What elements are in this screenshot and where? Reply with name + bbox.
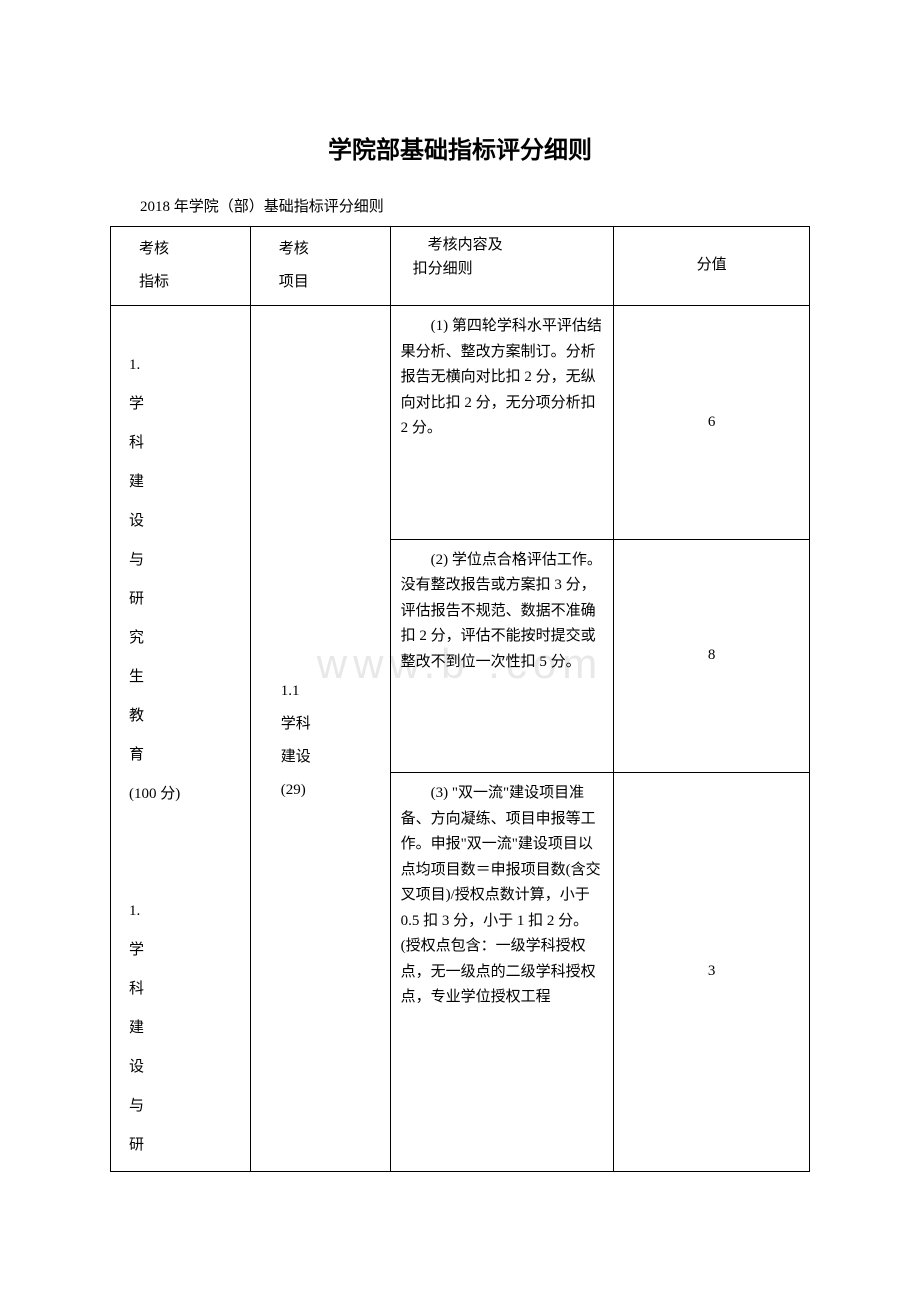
score-cell-2: 8 <box>614 539 810 773</box>
header-content: 考核内容及 扣分细则 <box>390 227 614 306</box>
header-content-l2: 扣分细则 <box>413 261 473 277</box>
page-title: 学院部基础指标评分细则 <box>110 130 810 165</box>
content-cell-1: (1) 第四轮学科水平评估结果分析、整改方案制订。分析报告无横向对比扣 2 分，… <box>390 306 614 540</box>
score-cell-1: 6 <box>614 306 810 540</box>
header-indicator: 考核 指标 <box>111 227 251 306</box>
indicator-cell: 1.学科建设与研究生教育(100 分)1.学科建设与研 <box>111 306 251 1172</box>
header-project: 考核 项目 <box>250 227 390 306</box>
header-project-l1: 考核 <box>279 241 309 257</box>
header-project-l2: 项目 <box>279 274 309 290</box>
project-cell: 1.1学科建设(29) <box>250 306 390 1172</box>
content-cell-2: (2) 学位点合格评估工作。没有整改报告或方案扣 3 分，评估报告不规范、数据不… <box>390 539 614 773</box>
page-subtitle: 2018 年学院（部）基础指标评分细则 <box>110 195 810 216</box>
header-indicator-l1: 考核 <box>139 241 169 257</box>
table-header-row: 考核 指标 考核 项目 考核内容及 扣分细则 分值 <box>111 227 810 306</box>
scoring-table: 考核 指标 考核 项目 考核内容及 扣分细则 分值 1.学科建设与研究生教育(1… <box>110 226 810 1172</box>
table-container: 考核 指标 考核 项目 考核内容及 扣分细则 分值 1.学科建设与研究生教育(1… <box>110 226 810 1172</box>
header-score: 分值 <box>614 227 810 306</box>
header-content-l1: 考核内容及 <box>428 237 503 253</box>
score-cell-3: 3 <box>614 773 810 1172</box>
content-cell-3: (3) "双一流"建设项目准备、方向凝练、项目申报等工作。申报"双一流"建设项目… <box>390 773 614 1172</box>
table-row: 1.学科建设与研究生教育(100 分)1.学科建设与研 1.1学科建设(29) … <box>111 306 810 540</box>
header-indicator-l2: 指标 <box>139 274 169 290</box>
